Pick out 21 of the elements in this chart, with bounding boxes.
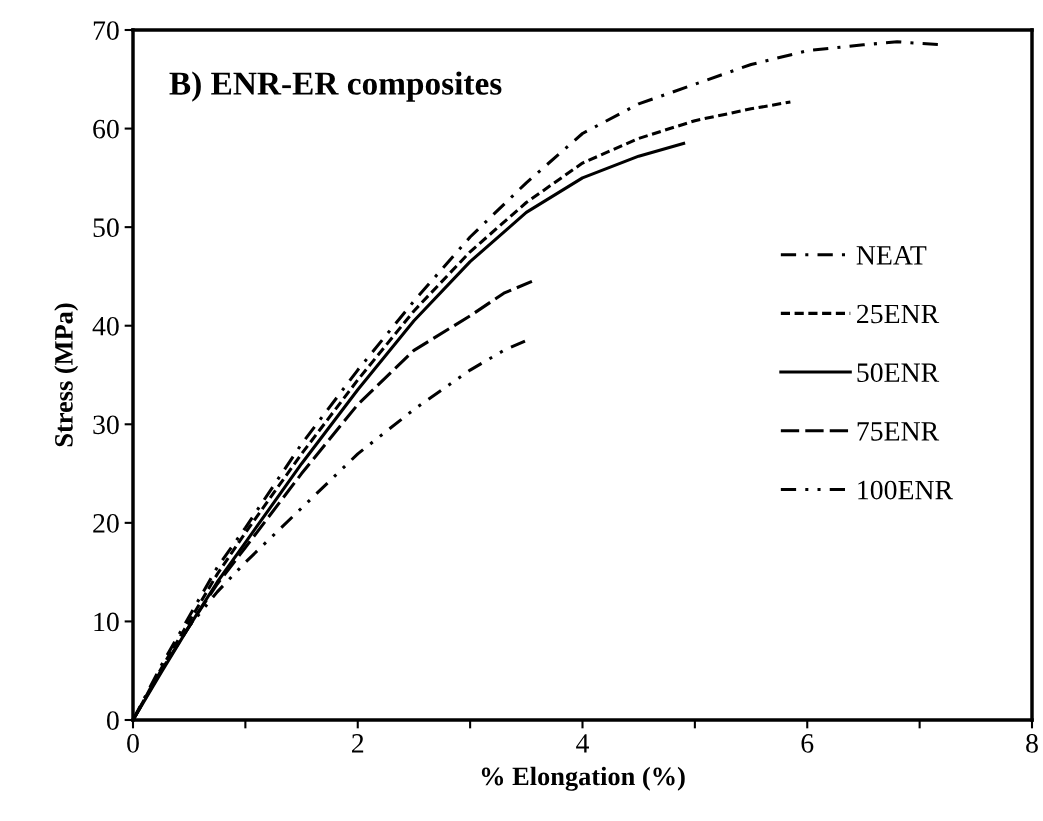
y-tick-label: 40 <box>92 316 119 336</box>
y-tick-label: 10 <box>94 612 119 632</box>
y-tick-label: 0 <box>106 711 119 730</box>
legend-label: 100ENR <box>858 480 954 500</box>
x-tick-label: 2 <box>352 734 364 753</box>
y-axis-title: Stress (MPa) <box>54 303 79 447</box>
legend-label: 25ENR <box>857 304 940 324</box>
x-axis-title: % Elongation (%) <box>481 766 685 791</box>
x-tick-label: 6 <box>801 734 814 753</box>
y-tick-label: 70 <box>93 21 119 40</box>
x-tick-label: 0 <box>127 734 139 753</box>
y-tick-label: 60 <box>93 119 119 139</box>
legend-label: NEAT <box>856 246 927 265</box>
y-tick-label: 50 <box>93 218 119 238</box>
y-tick-label: 30 <box>93 415 119 435</box>
legend-label: 75ENR <box>857 422 940 441</box>
legend-label: 50ENR <box>857 363 940 383</box>
text: B) ENR-ER composites <box>169 71 502 102</box>
y-tick-label: 20 <box>93 514 119 533</box>
x-tick-label: 8 <box>1026 734 1038 753</box>
x-tick-label: 4 <box>576 734 590 753</box>
